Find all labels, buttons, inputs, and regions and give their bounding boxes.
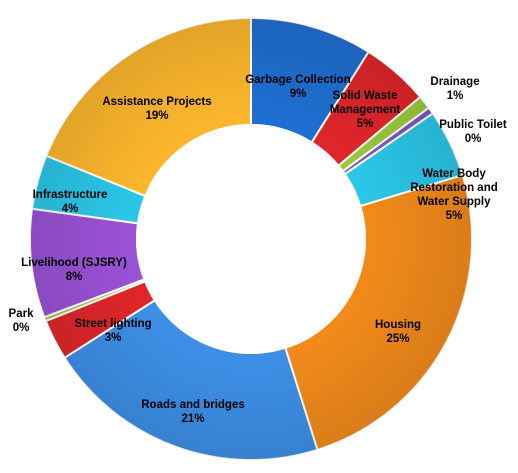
data-label-assistance-projects: Assistance Projects 19% — [102, 96, 211, 122]
doughnut-hole — [136, 124, 366, 354]
data-label-housing: Housing 25% — [375, 319, 421, 345]
data-label-infrastructure: Infrastructure 4% — [33, 189, 108, 215]
data-label-park: Park 0% — [9, 308, 35, 334]
data-label-livelihood-sjsry: Livelihood (SJSRY) 8% — [21, 257, 127, 283]
data-label-solid-waste-management: Solid Waste Management 5% — [330, 90, 400, 130]
data-label-street-lighting: Street lighting 3% — [74, 318, 151, 344]
data-label-public-toilet: Public Toilet 0% — [439, 119, 507, 145]
data-label-garbage-collection: Garbage Collection 9% — [245, 74, 350, 100]
labels-layer: Garbage Collection 9% Solid Waste Managemen… — [9, 74, 507, 425]
data-label-drainage: Drainage 1% — [430, 76, 479, 102]
slices-layer — [29, 16, 473, 461]
data-label-water-body-restoration-and-water-supply: Water Body Restoration and Water Supply 5% — [410, 168, 498, 222]
data-label-roads-and-bridges: Roads and bridges 21% — [141, 399, 245, 425]
